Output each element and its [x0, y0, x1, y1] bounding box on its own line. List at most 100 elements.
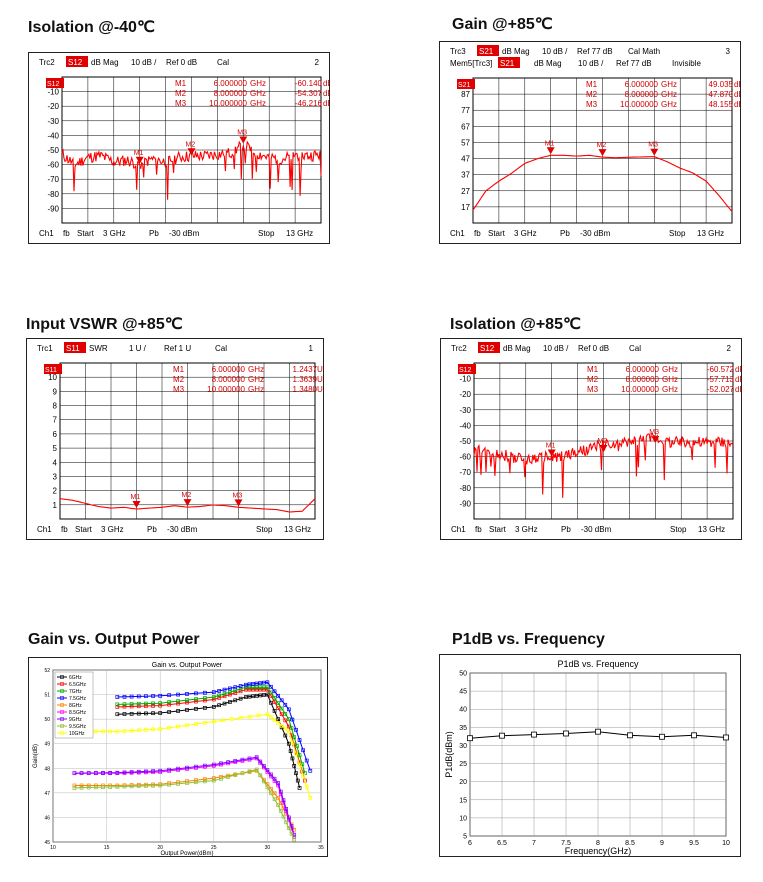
data-point: [499, 732, 505, 739]
data-point: [151, 694, 155, 698]
y-tick-label: 20: [459, 779, 467, 786]
data-point: [254, 755, 259, 760]
data-point: [217, 693, 222, 698]
y-tick-label: -60: [459, 453, 471, 462]
data-point: [226, 760, 230, 764]
data-point: [158, 783, 163, 788]
y-axis-title: P1dB(dBm): [444, 731, 454, 778]
data-point: [222, 687, 227, 692]
data-point: [294, 727, 298, 732]
legend-marker: [60, 731, 64, 735]
data-point: [108, 729, 113, 734]
marker-table-cell: 1.3639: [293, 375, 318, 384]
marker-table-cell: 1.2437: [293, 365, 318, 374]
data-point: [238, 716, 243, 720]
footer-item: 3 GHz: [514, 229, 537, 238]
data-point: [295, 778, 300, 783]
data-point: [247, 682, 252, 687]
data-point: [272, 689, 277, 694]
marker-triangle: [187, 148, 196, 156]
data-point: [272, 700, 277, 704]
chart-inner-title: Gain vs. Output Power: [152, 662, 223, 669]
footer-item: 3 GHz: [101, 525, 124, 534]
y-tick-label: 49: [44, 742, 50, 748]
marker-table-cell: GHz: [250, 99, 266, 108]
data-point: [94, 771, 98, 775]
data-point: [222, 691, 227, 696]
marker-table-cell: M3: [173, 385, 185, 394]
data-point: [240, 757, 245, 762]
panel-title-iso-85: Isolation @+85℃: [450, 316, 581, 333]
data-point: [244, 687, 248, 692]
y-tick-label: 50: [44, 717, 50, 723]
data-point: [167, 702, 171, 707]
data-point: [531, 731, 537, 738]
y-tick-label: 2: [53, 487, 58, 496]
footer-item: Start: [488, 229, 506, 238]
data-point: [276, 693, 280, 698]
y-tick-label: 30: [459, 743, 467, 750]
legend-label: 7.5GHz: [69, 696, 86, 702]
marker-label: M3: [237, 129, 247, 136]
data-point: [122, 770, 127, 775]
marker-label: M1: [134, 150, 144, 157]
vna-svg: Trc1 S11 SWR 1 U / Ref 1 U Cal 1 10 9 8 7 6 5 4 3 2 1 S11…: [37, 342, 323, 534]
y-tick-label: 67: [461, 122, 470, 131]
data-point: [269, 700, 273, 705]
data-point: [304, 758, 309, 763]
data-point: [286, 741, 291, 746]
header-item: 3: [726, 47, 731, 56]
data-point: [136, 711, 141, 716]
data-point: [228, 690, 232, 694]
data-point: [691, 732, 697, 739]
data-point: [203, 779, 207, 784]
marker-table-cell: GHz: [661, 80, 677, 89]
x-tick-label: 10: [50, 845, 56, 851]
data-point: [244, 685, 248, 690]
data-point: [185, 765, 189, 770]
marker-table-cell: 8.000000: [626, 375, 660, 384]
legend-label: 9.5GHz: [69, 724, 86, 730]
data-point: [272, 776, 277, 781]
data-point: [301, 773, 305, 778]
data-point: [627, 732, 633, 739]
data-point: [233, 773, 238, 777]
trace-ref-bg: [458, 364, 476, 374]
legend-label: 9GHz: [69, 717, 82, 723]
y-tick-label: 35: [459, 725, 467, 732]
marker-table-cell: 47.870: [709, 90, 734, 99]
y-axis-title: Gain(dB): [33, 744, 39, 768]
data-point: [219, 776, 223, 781]
data-point: [283, 702, 288, 707]
data-point: [238, 689, 243, 694]
data-point: [261, 779, 266, 784]
data-point: [176, 699, 180, 703]
legend-label: 6.5GHz: [69, 682, 86, 688]
data-point: [176, 701, 180, 706]
y-tick-label: -80: [459, 484, 471, 493]
data-point: [129, 704, 134, 709]
data-point: [72, 771, 77, 776]
data-point: [244, 682, 248, 687]
trace-line: [59, 498, 316, 513]
data-point: [176, 766, 180, 771]
data-point: [136, 728, 141, 733]
panel-title-gain-85: Gain @+85℃: [452, 16, 553, 33]
data-point: [211, 719, 216, 724]
legend-marker: [60, 675, 64, 679]
marker-table-cell: -46.216: [295, 99, 323, 108]
data-point: [151, 769, 155, 773]
marker-table-cell: GHz: [662, 385, 678, 394]
marker-table-cell: -52.027: [707, 385, 735, 394]
y-tick-label: 57: [461, 138, 470, 147]
data-point: [211, 776, 216, 780]
marker-triangle: [239, 136, 248, 144]
header-item: Trc2: [39, 58, 55, 67]
data-point: [228, 700, 232, 704]
data-point: [304, 784, 309, 789]
marker-table-cell: dB: [323, 79, 329, 88]
y-tick-label: 37: [461, 171, 470, 180]
data-point: [203, 763, 207, 768]
data-point: [136, 704, 141, 709]
marker-triangle: [546, 147, 555, 155]
